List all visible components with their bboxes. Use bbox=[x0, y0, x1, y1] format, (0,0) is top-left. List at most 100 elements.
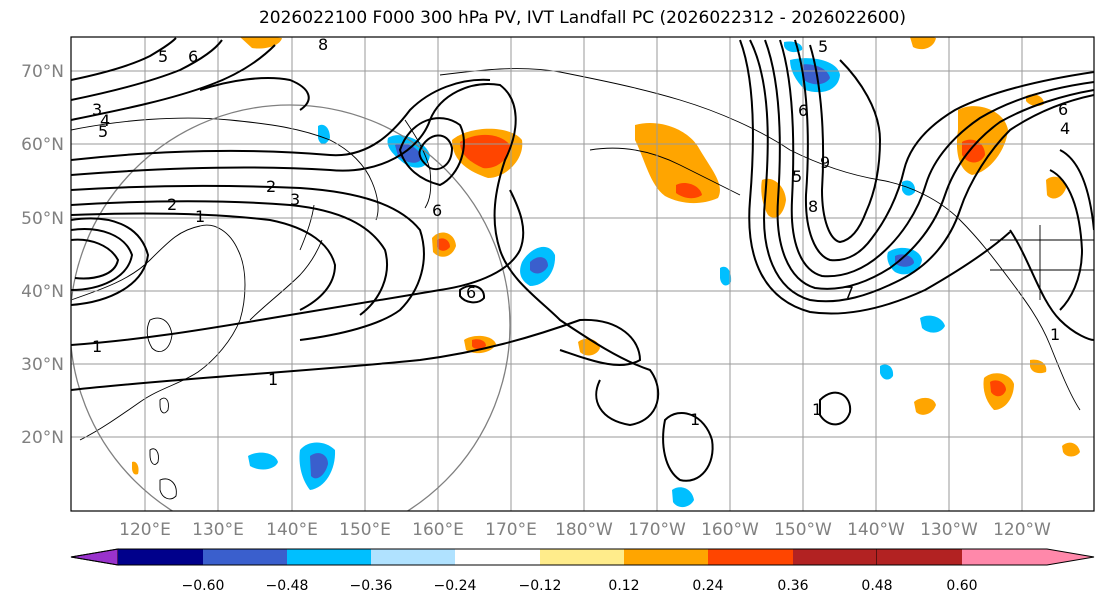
contour-label: 5 bbox=[158, 47, 168, 66]
lon-label: 140°W bbox=[847, 520, 905, 540]
contour bbox=[819, 391, 852, 426]
contour-labels: 5 6 8 3 4 5 2 1 3 2 6 1 1 6 5 8 9 6 5 4 … bbox=[92, 37, 1070, 429]
colorbar-segment bbox=[455, 549, 540, 565]
contour bbox=[71, 200, 388, 316]
lon-label: 120°W bbox=[993, 520, 1051, 540]
colorbar-segment bbox=[877, 549, 962, 565]
lon-label: 160°W bbox=[701, 520, 759, 540]
positive-anomaly-core bbox=[962, 139, 985, 163]
coastlines bbox=[71, 68, 1094, 500]
contour bbox=[71, 189, 525, 346]
colorbar-tick-label: −0.36 bbox=[350, 578, 393, 594]
contour-label: 1 bbox=[1050, 325, 1060, 344]
colorbar-tick-label: 0.36 bbox=[777, 578, 808, 594]
contour-label: 3 bbox=[290, 190, 300, 209]
colorbar-tick-label: 0.48 bbox=[861, 578, 892, 594]
contour bbox=[71, 184, 425, 341]
positive-anomaly bbox=[1030, 359, 1047, 374]
colorbar-segment bbox=[793, 549, 877, 565]
negative-anomaly-core bbox=[310, 453, 328, 479]
lon-label: 180°W bbox=[555, 520, 613, 540]
negative-anomaly bbox=[672, 487, 694, 508]
positive-anomaly-core bbox=[437, 238, 450, 251]
negative-anomaly bbox=[920, 315, 945, 333]
contour-label: 1 bbox=[812, 400, 822, 419]
positive-anomaly bbox=[1046, 176, 1066, 199]
negative-anomaly-core bbox=[895, 254, 914, 267]
korea-coast bbox=[146, 317, 173, 352]
contour-label: 2 bbox=[266, 177, 276, 196]
lat-label: 60°N bbox=[21, 135, 64, 155]
kamchatka-coast bbox=[404, 119, 432, 209]
contour-label: 1 bbox=[690, 410, 700, 429]
lat-label: 50°N bbox=[21, 209, 64, 229]
positive-anomaly-core bbox=[676, 183, 702, 199]
colorbar-extend-high-tip bbox=[1047, 549, 1094, 565]
colorbar-tick-label: 0.24 bbox=[692, 578, 723, 594]
contour bbox=[764, 39, 1094, 290]
lat-label: 40°N bbox=[21, 282, 64, 302]
lon-label: 130°W bbox=[920, 520, 978, 540]
colorbar-extend-low bbox=[70, 548, 119, 566]
contour bbox=[71, 44, 276, 121]
map-frame bbox=[70, 36, 1095, 512]
contour-label: 4 bbox=[100, 111, 110, 130]
contour-label: 5 bbox=[98, 122, 108, 141]
positive-anomaly-core bbox=[472, 339, 486, 349]
contour-label: 4 bbox=[1060, 119, 1070, 138]
colorbar-segment bbox=[287, 549, 371, 565]
contour bbox=[71, 83, 660, 427]
lat-label: 20°N bbox=[21, 428, 64, 448]
colorbar-segment bbox=[371, 549, 455, 565]
map-background bbox=[71, 37, 1094, 511]
contour-label: 8 bbox=[808, 197, 818, 216]
contour-label: 3 bbox=[92, 100, 102, 119]
contour bbox=[71, 228, 134, 291]
pv-shading bbox=[132, 37, 1080, 508]
contour-label: 6 bbox=[798, 101, 808, 120]
lon-label: 120°E bbox=[119, 520, 171, 540]
contour bbox=[1049, 149, 1094, 311]
colorbar: −0.60 −0.48 −0.36 −0.24 −0.12 0.12 0.24 … bbox=[70, 548, 1095, 594]
contour bbox=[71, 37, 177, 81]
colorbar-tick-label: −0.24 bbox=[434, 578, 477, 594]
negative-anomaly-core bbox=[800, 64, 830, 85]
colorbar-segment bbox=[118, 549, 203, 565]
figure-title: 2026022100 F000 300 hPa PV, IVT Landfall… bbox=[258, 8, 906, 28]
colorbar-segment bbox=[962, 549, 1047, 565]
colorbar-tick-label: 0.12 bbox=[608, 578, 639, 594]
colorbar-outline bbox=[70, 548, 1095, 566]
negative-anomaly-core bbox=[395, 143, 422, 163]
lon-label: 160°E bbox=[412, 520, 464, 540]
siberia-coast bbox=[71, 117, 379, 221]
negative-anomaly bbox=[720, 266, 732, 286]
contour bbox=[418, 134, 454, 170]
colorbar-segment bbox=[708, 549, 793, 565]
colorbar-segment bbox=[540, 549, 624, 565]
contour bbox=[199, 77, 310, 111]
lon-label: 130°E bbox=[192, 520, 244, 540]
positive-anomaly bbox=[132, 461, 139, 475]
contour bbox=[779, 39, 1094, 278]
contour-label: 2 bbox=[167, 195, 177, 214]
contour bbox=[809, 44, 882, 244]
contour bbox=[71, 78, 491, 161]
asia-coast bbox=[71, 224, 246, 441]
latitude-labels: 70°N 60°N 50°N 40°N 30°N 20°N bbox=[21, 62, 64, 448]
colorbar-tick-label: −0.48 bbox=[266, 578, 309, 594]
positive-anomaly bbox=[761, 178, 786, 218]
positive-anomaly bbox=[635, 122, 720, 204]
north-america-coast bbox=[439, 68, 1081, 411]
pv-contours bbox=[71, 37, 1094, 482]
contour-label: 1 bbox=[195, 207, 205, 226]
contour bbox=[459, 284, 485, 304]
positive-anomaly bbox=[914, 397, 936, 415]
lon-label: 140°E bbox=[266, 520, 318, 540]
range-circle bbox=[71, 104, 511, 511]
lat-label: 70°N bbox=[21, 62, 64, 82]
positive-anomaly bbox=[910, 37, 936, 50]
lon-label: 170°W bbox=[628, 520, 686, 540]
contour bbox=[71, 217, 150, 306]
colorbar-tick-label: −0.12 bbox=[519, 578, 562, 594]
